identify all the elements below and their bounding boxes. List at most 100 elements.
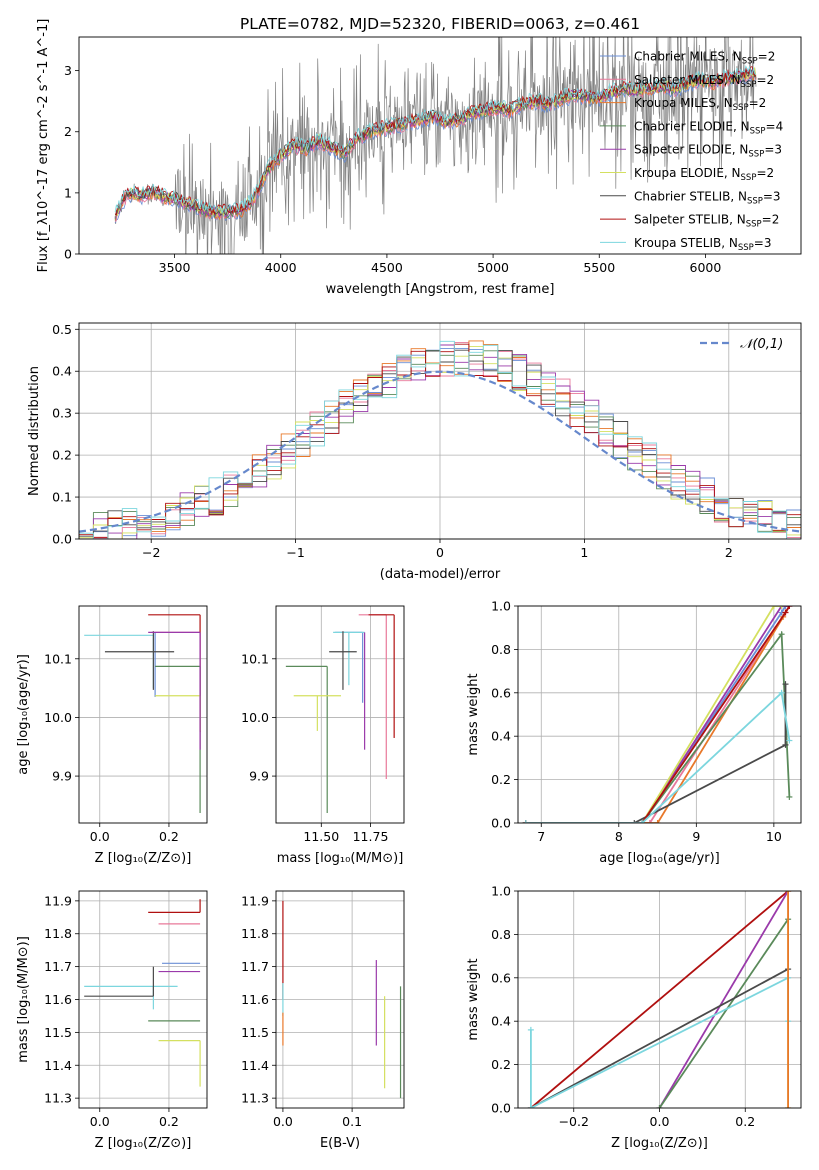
y-tick-label: 10.1: [44, 651, 72, 666]
axes-frame: [78, 605, 208, 824]
y-tick-label: 11.4: [44, 1058, 72, 1073]
y-tick-label: 0.4: [491, 1014, 511, 1029]
x-axis-label: Z [log₁₀(Z/Z⊙)]: [611, 1136, 708, 1151]
axes-frame: [517, 605, 802, 824]
x-tick-label: 2: [725, 545, 733, 560]
plot-area-age_vs_mass: [285, 614, 395, 814]
y-tick-label: 0.0: [491, 1101, 511, 1116]
legend-label: Salpeter MILES, NSSP=2: [634, 73, 774, 90]
y-tick-label: 11.5: [241, 1025, 269, 1040]
y-tick-label: 0.6: [491, 970, 511, 985]
y-tick-label: 9.9: [52, 769, 72, 784]
y-tick-label: 0.5: [52, 322, 72, 337]
y-tick-label: 10.0: [241, 710, 269, 725]
series-line-1: [525, 606, 791, 823]
y-tick-label: 2: [64, 124, 72, 139]
series-line-6: [530, 968, 789, 1108]
y-tick-label: 0.2: [52, 448, 72, 463]
y-tick-label: 0.4: [491, 729, 511, 744]
x-tick-label: 0.1: [342, 1114, 362, 1129]
x-axis-label: mass [log₁₀(M/M⊙)]: [277, 851, 404, 866]
axes-frame: [517, 890, 802, 1109]
x-axis-label: Z [log₁₀(Z/Z⊙)]: [95, 1136, 192, 1151]
y-axis-label: mass weight: [466, 673, 481, 755]
y-tick-label: 3: [64, 63, 72, 78]
y-axis-label: mass [log₁₀(M/M⊙)]: [16, 936, 31, 1063]
axes-frame: [78, 36, 802, 255]
y-tick-label: 0.1: [52, 490, 72, 505]
legend-label: Chabrier ELODIE, NSSP=4: [634, 119, 783, 136]
y-tick-label: 0.3: [52, 406, 72, 421]
x-tick-label: 9: [692, 829, 700, 844]
series-line-3: [525, 631, 791, 823]
y-tick-label: 11.7: [241, 959, 269, 974]
x-tick-label: 11.75: [353, 829, 389, 844]
series-line-3: [658, 918, 789, 1108]
spectrum-legend: Chabrier MILES, NSSP=2 Salpeter MILES, NS…: [600, 50, 783, 253]
y-axis-label: mass weight: [466, 958, 481, 1040]
legend-label: Kroupa ELODIE, NSSP=2: [634, 166, 774, 183]
model-spectrum-8: [114, 65, 757, 215]
x-tick-label: 3500: [159, 260, 191, 275]
y-tick-label: 11.7: [44, 959, 72, 974]
x-axis-label: Z [log₁₀(Z/Z⊙)]: [95, 851, 192, 866]
y-tick-label: 11.5: [44, 1025, 72, 1040]
series-line-4: [525, 606, 790, 823]
residual-hist-8: [79, 340, 801, 539]
x-tick-label: −2: [142, 545, 160, 560]
normal-curve: [79, 370, 801, 533]
y-tick-label: 0.0: [491, 816, 511, 831]
y-tick-label: 1: [64, 185, 72, 200]
figure-title: PLATE=0782, MJD=52320, FIBERID=0063, z=0…: [240, 15, 640, 33]
legend-label: Chabrier STELIB, NSSP=3: [634, 189, 781, 206]
y-tick-label: 0.2: [491, 1057, 511, 1072]
plot-area-massweight_vs_age: [522, 606, 793, 823]
plot-area-mass_vs_Z: [84, 899, 201, 1087]
y-tick-label: 11.9: [241, 893, 269, 908]
x-tick-label: 4000: [265, 260, 297, 275]
y-tick-label: 0: [64, 247, 72, 262]
panel-residuals: −2 −1 0 1 2 0.0 0.1 0.2 0.3 0.4 0.5 (data-model)/er…: [27, 322, 802, 582]
axes-frame: [78, 322, 802, 540]
panel-mass_vs_EBV: 0.0 0.1 11.3 11.4 11.5 11.6 11.7 11.8 11.9 E(B-V): [241, 890, 405, 1151]
series-line-5: [525, 606, 782, 823]
x-tick-label: 8: [615, 829, 623, 844]
y-tick-label: 9.9: [249, 769, 269, 784]
x-tick-label: 0.2: [735, 1114, 755, 1129]
y-tick-label: 11.6: [44, 992, 72, 1007]
legend-label: 𝒩(0,1): [740, 337, 783, 352]
x-tick-label: 7: [537, 829, 545, 844]
y-axis-label: age [log₁₀(age/yr)]: [16, 654, 31, 775]
plot-area-massweight_vs_Z: [527, 891, 792, 1108]
axes-frame: [275, 890, 405, 1109]
legend-label: Salpeter STELIB, NSSP=2: [634, 213, 779, 230]
y-axis-label: Normed distribution: [27, 366, 42, 496]
series-line-8: [525, 690, 791, 823]
y-axis-label: Flux [f_λ10^-17 erg cm^-2 s^-1 A^-1]: [36, 19, 51, 273]
x-tick-label: 6000: [690, 260, 722, 275]
x-tick-label: 0: [436, 545, 444, 560]
panel-massweight_vs_age: 7 8 9 10 0.0 0.2 0.4 0.6 0.8 1.0 age [log₁₀(age/yr…: [466, 599, 802, 866]
series-line-7: [525, 606, 791, 823]
x-tick-label: 0.0: [90, 829, 110, 844]
y-tick-label: 0.0: [52, 532, 72, 547]
legend-label: Chabrier MILES, NSSP=2: [634, 50, 775, 67]
plot-area-residuals: [79, 340, 801, 539]
y-tick-label: 0.6: [491, 685, 511, 700]
y-tick-label: 0.4: [52, 364, 72, 379]
legend-label: Salpeter ELODIE, NSSP=3: [634, 143, 782, 160]
y-tick-label: 0.2: [491, 772, 511, 787]
y-tick-label: 11.3: [241, 1091, 269, 1106]
x-axis-label: (data-model)/error: [380, 567, 501, 582]
y-tick-label: 0.8: [491, 642, 511, 657]
y-tick-label: 11.8: [241, 926, 269, 941]
panel-massweight_vs_Z: −0.2 0.0 0.2 0.0 0.2 0.4 0.6 0.8 1.0 Z [log₁₀(Z/Z…: [466, 884, 802, 1151]
x-tick-label: 0.0: [90, 1114, 110, 1129]
y-tick-label: 10.0: [44, 710, 72, 725]
series-line-0: [525, 606, 787, 823]
x-axis-label: wavelength [Angstrom, rest frame]: [326, 282, 555, 297]
x-tick-label: 5500: [583, 260, 615, 275]
y-tick-label: 11.3: [44, 1091, 72, 1106]
y-tick-label: 11.8: [44, 926, 72, 941]
